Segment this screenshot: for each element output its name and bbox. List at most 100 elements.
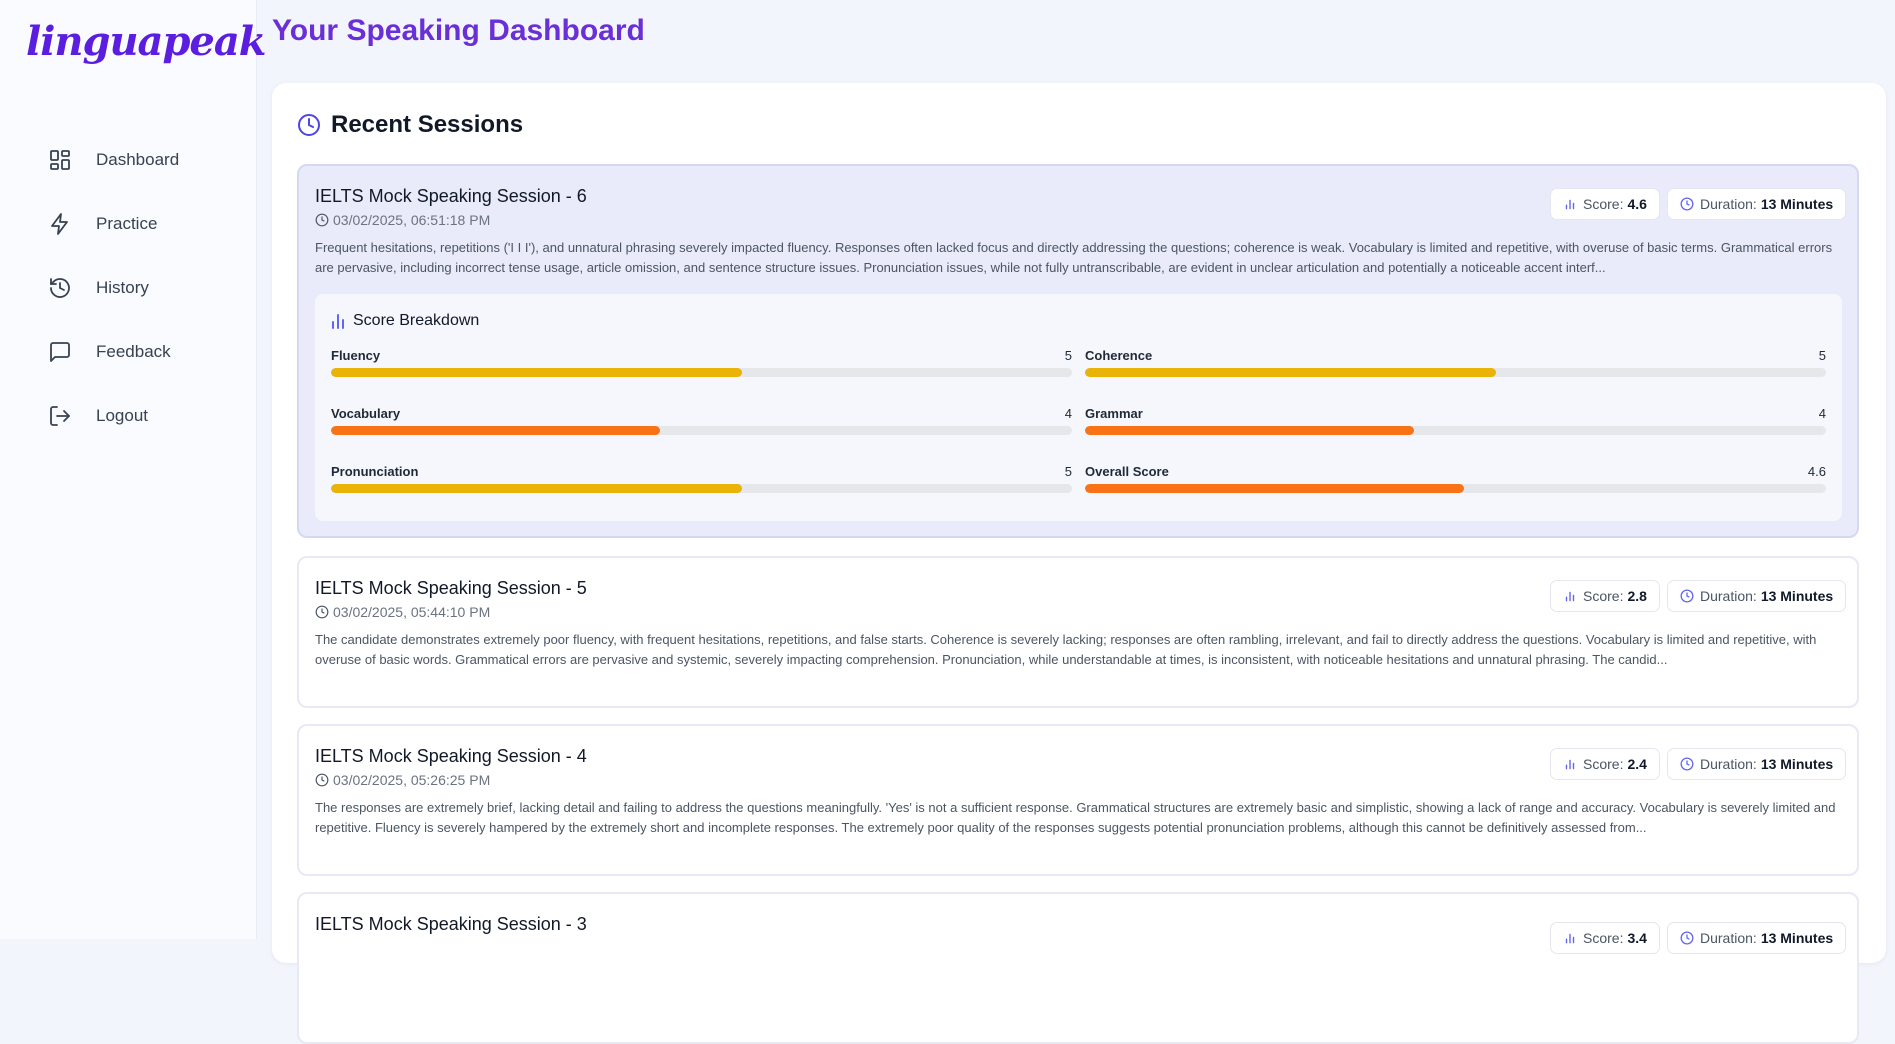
lightning-icon — [51, 213, 68, 235]
clock-icon — [315, 213, 329, 227]
breakdown-title-text: Score Breakdown — [353, 312, 480, 329]
metric-label: Vocabulary — [331, 406, 401, 421]
metric-label: Pronunciation — [331, 464, 419, 479]
main-content: Your Speaking Dashboard Recent Sessions … — [257, 0, 1895, 1044]
metric-value: 4 — [1818, 406, 1826, 421]
panel-title-text: Recent Sessions — [331, 111, 524, 138]
score-badge: Score: 2.8 — [1550, 580, 1660, 612]
clock-icon — [1680, 931, 1694, 945]
duration-badge: Duration: 13 Minutes — [1667, 922, 1847, 954]
bar-chart-icon — [1565, 933, 1575, 944]
duration-label: Duration: — [1700, 588, 1757, 604]
progress-track — [331, 484, 1072, 493]
score-label: Score: — [1583, 930, 1624, 946]
bar-chart-icon — [1565, 759, 1575, 770]
score-value: 4.6 — [1627, 196, 1647, 212]
logout-icon — [50, 406, 70, 426]
nav-label: Practice — [96, 214, 158, 233]
score-badge: Score: 2.4 — [1550, 748, 1660, 780]
duration-badge: Duration: 13 Minutes — [1667, 748, 1847, 780]
nav-item-dashboard[interactable]: Dashboard — [0, 128, 256, 192]
metric-label: Coherence — [1085, 348, 1153, 363]
session-card[interactable]: IELTS Mock Speaking Session - 4 03/02/20… — [297, 724, 1859, 876]
nav-item-logout[interactable]: Logout — [0, 384, 256, 448]
clock-icon — [1680, 757, 1694, 771]
progress-fill — [331, 426, 660, 435]
session-title: IELTS Mock Speaking Session - 6 — [315, 186, 587, 206]
progress-track — [331, 368, 1072, 377]
session-title: IELTS Mock Speaking Session - 4 — [315, 746, 587, 766]
metric-label: Overall Score — [1085, 464, 1169, 479]
duration-value: 13 Minutes — [1760, 588, 1834, 604]
score-value: 2.8 — [1627, 588, 1647, 604]
progress-fill — [1085, 426, 1414, 435]
duration-value: 13 Minutes — [1760, 930, 1834, 946]
nav-item-practice[interactable]: Practice — [0, 192, 256, 256]
nav-label: Logout — [96, 406, 148, 425]
session-description: The responses are extremely brief, lacki… — [315, 800, 1836, 835]
nav-label: Dashboard — [96, 150, 180, 169]
session-date-text: 03/02/2025, 06:51:18 PM — [333, 212, 491, 228]
session-card[interactable]: IELTS Mock Speaking Session - 3 Score: 3.… — [297, 892, 1859, 1044]
duration-badge: Duration: 13 Minutes — [1667, 188, 1847, 220]
score-badge: Score: 4.6 — [1550, 188, 1660, 220]
session-date: 03/02/2025, 05:44:10 PM — [315, 604, 490, 620]
score-breakdown: Score Breakdown Fluency 5 Coherence 5 Vo… — [315, 294, 1842, 521]
progress-track — [331, 426, 1072, 435]
duration-label: Duration: — [1700, 930, 1757, 946]
bar-chart-icon — [1565, 591, 1575, 602]
metric-value: 5 — [1818, 348, 1826, 363]
score-label: Score: — [1583, 196, 1624, 212]
dashboard-icon — [50, 150, 70, 170]
clock-icon — [298, 114, 320, 136]
progress-fill — [1085, 484, 1464, 493]
progress-fill — [331, 484, 743, 493]
session-card[interactable]: IELTS Mock Speaking Session - 6 03/02/20… — [297, 164, 1859, 538]
clock-icon — [315, 773, 329, 787]
nav-item-feedback[interactable]: Feedback — [0, 320, 256, 384]
score-value: 3.4 — [1627, 930, 1647, 946]
sidebar-nav: Dashboard Practice History Feedback Logo… — [0, 128, 256, 448]
message-icon — [50, 342, 70, 362]
session-date-text: 03/02/2025, 05:26:25 PM — [333, 772, 491, 788]
clock-icon — [1680, 589, 1694, 603]
metric-value: 4.6 — [1807, 464, 1826, 479]
score-label: Score: — [1583, 756, 1624, 772]
score-label: Score: — [1583, 588, 1624, 604]
clock-icon — [1680, 197, 1694, 211]
history-icon — [50, 278, 70, 298]
progress-track — [1085, 484, 1826, 493]
score-value: 2.4 — [1627, 756, 1647, 772]
recent-sessions-panel: Recent Sessions IELTS Mock Speaking Sess… — [272, 83, 1886, 1044]
progress-track — [1085, 368, 1826, 377]
metric-value: 5 — [1064, 464, 1072, 479]
session-title: IELTS Mock Speaking Session - 5 — [315, 578, 587, 598]
session-card[interactable]: IELTS Mock Speaking Session - 5 03/02/20… — [297, 556, 1859, 708]
metric-value: 4 — [1064, 406, 1072, 421]
breakdown-title: Score Breakdown — [331, 312, 479, 330]
panel-title: Recent Sessions — [297, 111, 523, 139]
nav-item-history[interactable]: History — [0, 256, 256, 320]
metric-value: 5 — [1064, 348, 1072, 363]
duration-value: 13 Minutes — [1760, 196, 1834, 212]
progress-fill — [331, 368, 743, 377]
session-date: 03/02/2025, 05:26:25 PM — [315, 772, 490, 788]
duration-value: 13 Minutes — [1760, 756, 1834, 772]
duration-label: Duration: — [1700, 196, 1757, 212]
bar-chart-icon — [332, 314, 344, 329]
page-title: Your Speaking Dashboard — [272, 14, 645, 47]
session-date: 03/02/2025, 06:51:18 PM — [315, 212, 490, 228]
progress-track — [1085, 426, 1826, 435]
session-description: Frequent hesitations, repetitions ('I I … — [315, 240, 1833, 275]
clock-icon — [315, 605, 329, 619]
sidebar: linguapeak Dashboard Practice History Fe… — [0, 0, 266, 939]
duration-label: Duration: — [1700, 756, 1757, 772]
duration-badge: Duration: 13 Minutes — [1667, 580, 1847, 612]
brand-logo[interactable]: linguapeak — [26, 18, 266, 65]
session-date-text: 03/02/2025, 05:44:10 PM — [333, 604, 491, 620]
nav-label: Feedback — [96, 342, 171, 361]
progress-fill — [1085, 368, 1497, 377]
session-description: The candidate demonstrates extremely poo… — [315, 632, 1817, 667]
bar-chart-icon — [1565, 199, 1575, 210]
nav-label: History — [96, 278, 149, 297]
